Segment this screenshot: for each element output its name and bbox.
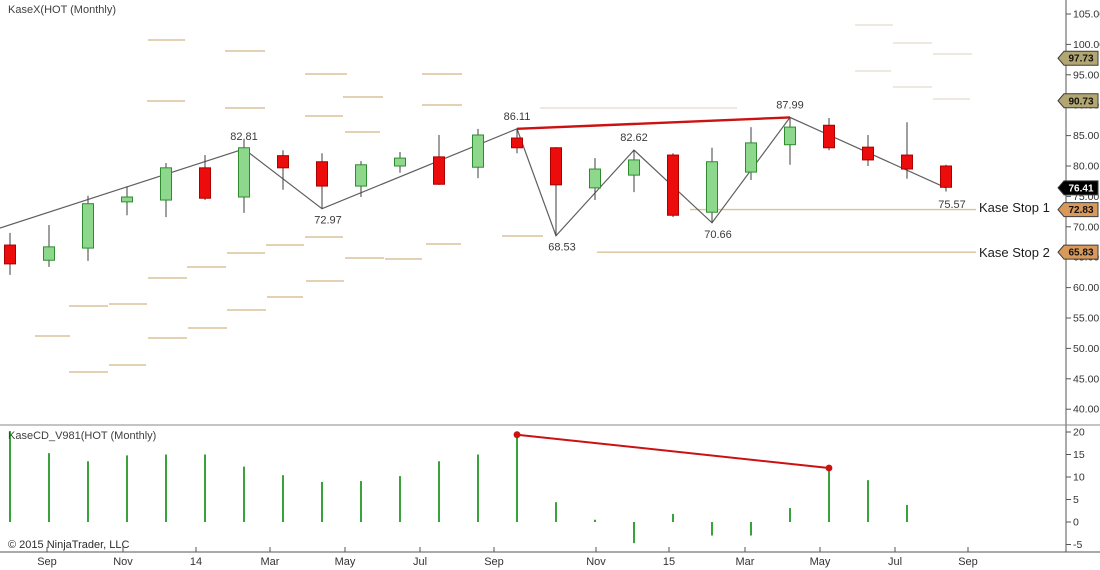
kasecd-tick-label: 10 [1073, 472, 1085, 484]
swing-label: 82.81 [230, 131, 258, 143]
price-badge [1057, 50, 1099, 66]
candles-layer [4, 117, 952, 275]
price-tick-label: 80.00 [1073, 161, 1099, 173]
price-badge [1057, 180, 1099, 196]
candle-body [199, 167, 211, 199]
price-tick-label: 85.00 [1073, 130, 1099, 142]
kasecd-tick-label: 0 [1073, 517, 1079, 529]
date-tick-label: May [810, 556, 831, 568]
price-badge-value: 90.73 [1068, 96, 1093, 107]
swing-label: 87.99 [776, 99, 804, 111]
date-tick-label: Sep [484, 556, 504, 568]
date-tick-label: Nov [586, 556, 606, 568]
price-tick-label: 55.00 [1073, 313, 1099, 325]
kasecd-histogram [9, 431, 908, 544]
candle-body [667, 154, 679, 216]
candle-body [82, 203, 94, 249]
date-tick-label: 14 [190, 556, 202, 568]
candle-body [43, 246, 55, 261]
date-tick-label: 15 [663, 556, 675, 568]
price-tick-label: 50.00 [1073, 343, 1099, 355]
price-badge-value: 72.83 [1068, 205, 1093, 216]
candle-body [121, 196, 133, 203]
price-badge-value: 76.41 [1068, 183, 1093, 194]
candle-body [277, 155, 289, 169]
candle-body [628, 159, 640, 176]
price-tick-label: 100.00 [1073, 39, 1100, 51]
candle-body [355, 164, 367, 187]
price-panel-title: KaseX(HOT (Monthly) [8, 4, 116, 16]
kasecd-tick-label: 15 [1073, 449, 1085, 461]
candle-body [940, 165, 952, 188]
candle-body [316, 161, 328, 187]
date-tick-label: Nov [113, 556, 133, 568]
date-tick-label: Sep [958, 556, 978, 568]
kasecd-tick-label: 5 [1073, 494, 1079, 506]
date-tick-label: Jul [888, 556, 902, 568]
swing-label: 70.66 [704, 229, 732, 241]
candle-body [511, 137, 523, 149]
kasecd-divergence-line [516, 433, 830, 469]
price-badge [1057, 202, 1099, 218]
price-badge [1057, 244, 1099, 260]
stop-dash-layer [35, 24, 972, 373]
candle-body [862, 146, 874, 161]
candle-body [160, 167, 172, 201]
price-tick-label: 60.00 [1073, 282, 1099, 294]
candle-body [4, 244, 16, 265]
candle-body [472, 134, 484, 168]
price-tick-label: 40.00 [1073, 404, 1099, 416]
date-tick-label: May [335, 556, 356, 568]
date-axis-ticks: Sep Nov 14 Mar May Jul Sep Nov 15 Mar May Jul Sep [37, 547, 978, 568]
divergence-dot-end [825, 464, 833, 472]
kasecd-panel-title: KaseCD_V981(HOT (Monthly) [8, 430, 157, 442]
price-tick-label: 70.00 [1073, 221, 1099, 233]
swing-label: 75.57 [938, 199, 966, 211]
candle-body [394, 157, 406, 167]
candle-body [550, 147, 562, 186]
price-divergence-line [516, 116, 791, 131]
price-tick-label: 105.00 [1073, 9, 1100, 21]
price-badge [1057, 93, 1099, 109]
kasecd-tick-label: -5 [1073, 539, 1082, 551]
price-badge-value: 65.83 [1068, 248, 1093, 259]
date-tick-label: Mar [736, 556, 755, 568]
price-tick-label: 45.00 [1073, 373, 1099, 385]
kase-stop-1-label: Kase Stop 1 [976, 200, 1053, 215]
swing-label: 86.11 [504, 111, 531, 123]
candle-body [901, 154, 913, 170]
candle-body [784, 126, 796, 146]
date-tick-label: Jul [413, 556, 427, 568]
candle-body [745, 142, 757, 173]
price-badge-value: 97.73 [1068, 54, 1093, 65]
candle-body [433, 156, 445, 185]
kasecd-tick-label: 20 [1073, 427, 1085, 439]
swing-label: 82.62 [620, 132, 648, 144]
kase-stop-2-label: Kase Stop 2 [976, 245, 1053, 260]
price-tick-label: 95.00 [1073, 69, 1099, 81]
date-tick-label: Sep [37, 556, 57, 568]
candle-body [589, 168, 601, 189]
swing-label: 72.97 [314, 215, 342, 227]
candle-body [823, 124, 835, 149]
kasecd-axis-ticks: 20 15 10 5 0 -5 [1066, 427, 1085, 551]
divergence-dot-start [513, 431, 521, 439]
price-badges: 97.73 90.73 76.41 72.83 65.83 [1057, 50, 1099, 260]
swing-labels: 82.81 72.97 86.11 68.53 82.62 70.66 87.99 75.57 [230, 99, 966, 253]
candle-body [706, 161, 718, 213]
candle-body [238, 147, 250, 198]
date-tick-label: Mar [261, 556, 280, 568]
swing-label: 68.53 [548, 242, 576, 254]
copyright-text: © 2015 NinjaTrader, LLC [8, 539, 130, 551]
